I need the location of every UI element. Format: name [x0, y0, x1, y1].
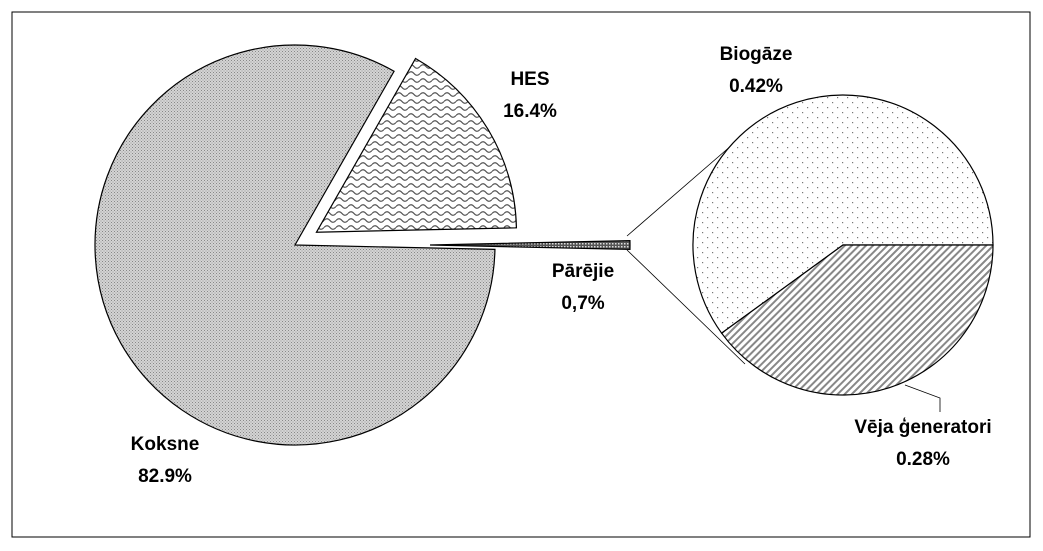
- slice-label: HES: [510, 69, 549, 90]
- slice-label: Vēja ģeneratori: [854, 417, 991, 438]
- pie-slice: [720, 244, 994, 396]
- pie-slice: [692, 94, 994, 335]
- leader-line: [904, 384, 941, 412]
- pie-slice: [315, 57, 518, 233]
- slice-label: Pārējie: [552, 261, 614, 282]
- pie-slice: [429, 239, 631, 251]
- slice-value-label: 16.4%: [503, 101, 557, 122]
- slice-value-label: 0.28%: [896, 449, 950, 470]
- slice-value-label: 0.42%: [729, 76, 783, 97]
- slice-value-label: 0,7%: [561, 293, 604, 314]
- pie-slice: [94, 44, 496, 446]
- slice-label: Biogāze: [720, 44, 793, 65]
- connector-line: [626, 137, 741, 237]
- slice-label: Koksne: [131, 434, 200, 455]
- slice-value-label: 82.9%: [138, 466, 192, 487]
- connector-line: [626, 249, 746, 365]
